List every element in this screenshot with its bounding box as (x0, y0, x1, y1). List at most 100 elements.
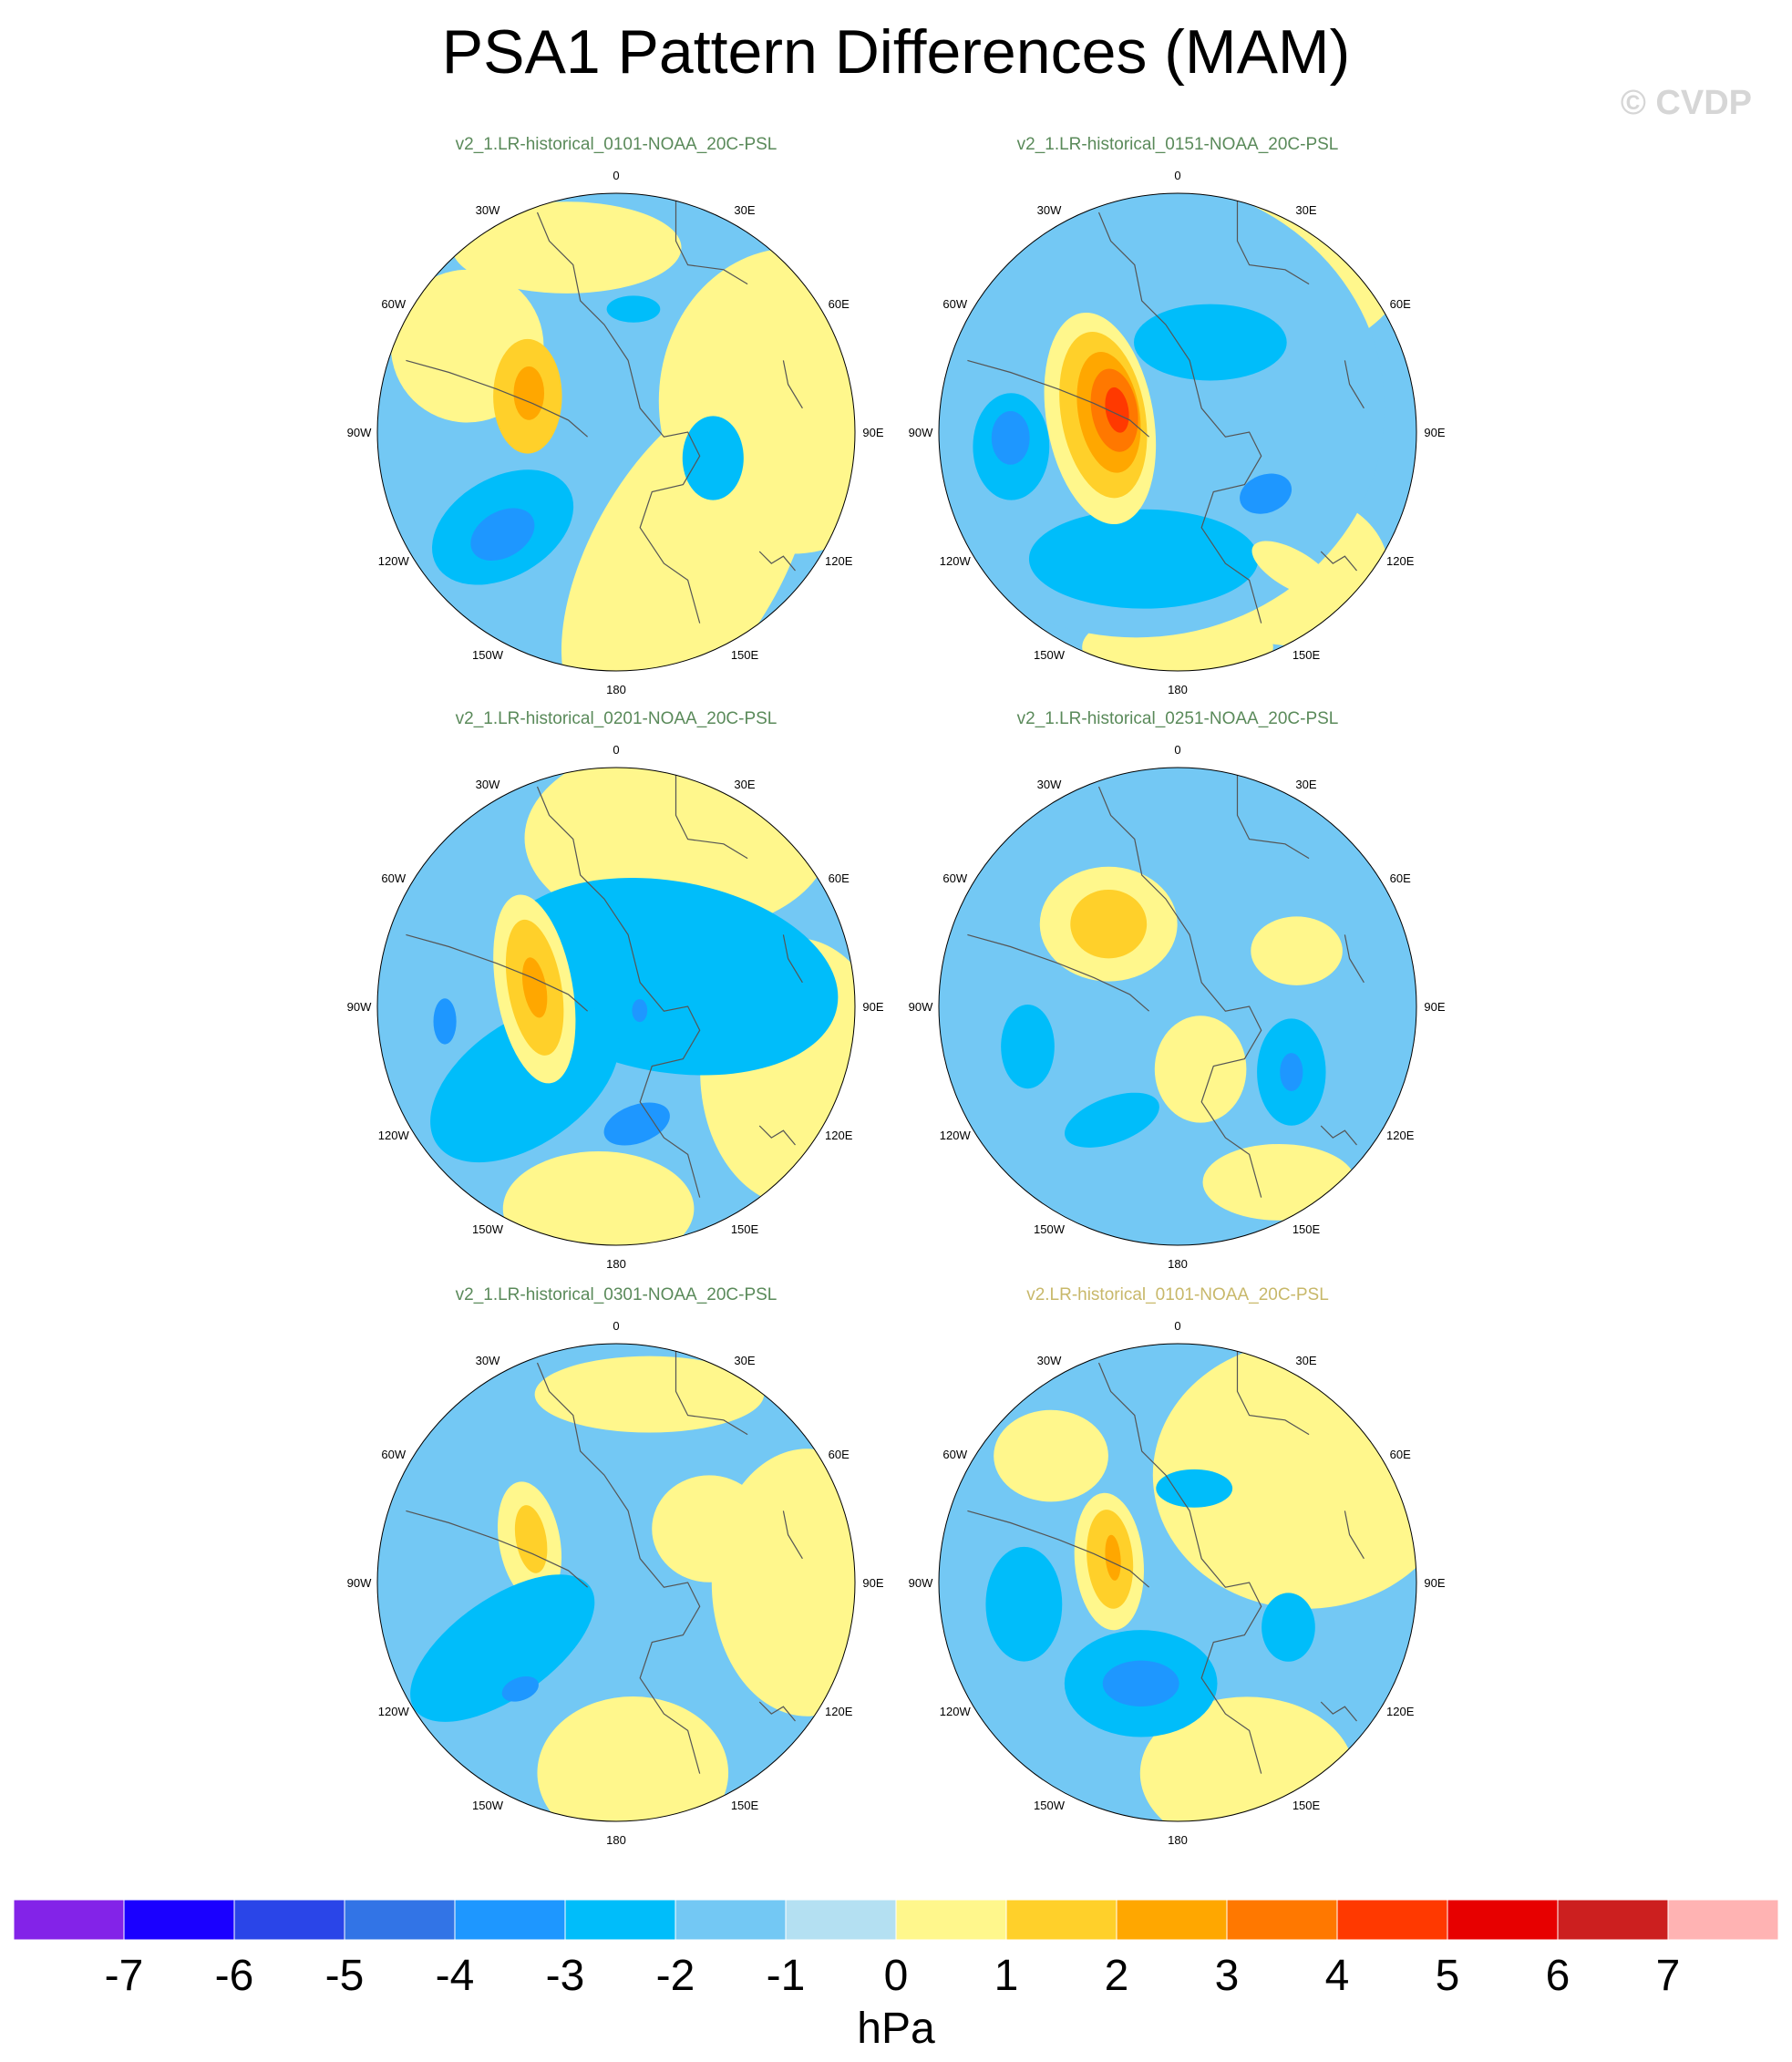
colorbar-swatch (895, 1900, 1007, 1940)
coastline (967, 359, 1149, 438)
longitude-label: 60W (942, 1448, 967, 1461)
longitude-label: 60W (381, 871, 406, 885)
map-panel-v2-0101: v2.LR-historical_0101-NOAA_20C-PSL 0 30E 6… (895, 1285, 1460, 1851)
coastline (967, 1510, 1149, 1588)
colorbar-swatch (1005, 1900, 1117, 1940)
longitude-label: 180 (606, 1257, 626, 1271)
negative-anomaly (991, 411, 1030, 465)
figure-title: PSA1 Pattern Differences (MAM) (441, 17, 1351, 87)
negative-anomaly (1280, 1053, 1303, 1092)
longitude-label: 30W (1037, 203, 1062, 217)
longitude-label: 30W (1037, 1354, 1062, 1367)
longitude-label: 120E (1386, 554, 1415, 568)
longitude-label: 120E (825, 554, 853, 568)
longitude-label: 30E (734, 778, 755, 791)
longitude-label: 0 (613, 743, 619, 757)
polar-map: 0 30E 60E 90E 120E 150E 180 150W 120W 90W 60W 30W (909, 169, 1446, 696)
longitude-label: 150E (731, 1799, 759, 1812)
positive-region (561, 384, 815, 671)
coastline (536, 1362, 701, 1774)
map-boundary (938, 767, 1417, 1246)
map-boundary (376, 192, 856, 672)
longitude-label: 60W (381, 1448, 406, 1461)
longitude-label: 150E (1293, 648, 1321, 662)
negative-anomaly (1028, 509, 1259, 609)
colorbar-tick-label: 1 (994, 1952, 1019, 2000)
colorbar-swatch (1667, 1900, 1778, 1940)
coastline (1320, 551, 1357, 572)
coastline (406, 933, 588, 1012)
longitude-label: 150W (1034, 1799, 1066, 1812)
field-layer (377, 768, 855, 1245)
longitude-label: 180 (1168, 683, 1188, 696)
colorbar-tick-label: -6 (214, 1952, 254, 2000)
longitude-label: 120W (940, 1129, 972, 1142)
coastline (758, 1701, 796, 1722)
positive-anomaly (652, 1475, 767, 1583)
map-panel-0251: v2_1.LR-historical_0251-NOAA_20C-PSL 0 30… (895, 709, 1460, 1274)
coastline (782, 1510, 803, 1560)
longitude-label: 60E (1390, 1448, 1411, 1461)
coastline (1236, 774, 1310, 860)
longitude-label: 180 (606, 1833, 626, 1847)
coastline (1344, 1510, 1365, 1560)
coastline (536, 211, 701, 624)
polar-map: 0 30E 60E 90E 120E 150E 180 150W 120W 90W 60W 30W (909, 1319, 1446, 1847)
positive-region (994, 1409, 1108, 1502)
negative-anomaly (1240, 473, 1293, 514)
coastline (675, 200, 748, 285)
negative-anomaly (501, 1676, 539, 1702)
negative-anomaly (1134, 304, 1287, 381)
longitude-label: 60E (829, 297, 850, 311)
field-layer (939, 193, 1416, 671)
field-layer (377, 1344, 855, 1821)
longitude-label: 30E (734, 203, 755, 217)
longitude-label: 30E (1295, 778, 1316, 791)
colorbar-tick-label: 3 (1214, 1952, 1240, 2000)
negative-anomaly (1065, 1092, 1159, 1148)
longitude-label: 150W (1034, 1222, 1066, 1236)
colorbar-tick-label: 7 (1655, 1952, 1681, 2000)
negative-anomaly (470, 508, 535, 562)
negative-anomaly (682, 416, 744, 500)
longitude-label: 90W (909, 1576, 933, 1590)
negative-anomaly (433, 998, 457, 1045)
coastline (675, 774, 748, 860)
coastline (1097, 786, 1262, 1198)
longitude-label: 90E (862, 426, 883, 439)
coastline (1236, 1350, 1310, 1436)
longitude-label: 150W (472, 648, 504, 662)
longitude-label: 30W (476, 1354, 500, 1367)
longitude-label: 0 (1174, 743, 1180, 757)
coastline (406, 1510, 588, 1588)
colorbar-units: hPa (857, 2005, 935, 2053)
longitude-label: 60W (381, 297, 406, 311)
colorbar-tick-label: -4 (435, 1952, 475, 2000)
colorbar-swatch (1226, 1900, 1338, 1940)
longitude-label: 150W (472, 1799, 504, 1812)
colorbar (14, 1900, 1778, 1940)
colorbar-tick-label: 2 (1104, 1952, 1129, 2000)
positive-region (451, 201, 682, 294)
colorbar-tick-label: -5 (324, 1952, 365, 2000)
longitude-label: 120E (1386, 1129, 1415, 1142)
positive-anomaly (1251, 916, 1343, 985)
longitude-label: 0 (613, 1319, 619, 1333)
longitude-label: 60E (829, 1448, 850, 1461)
longitude-label: 90W (909, 1000, 933, 1014)
map-boundary (938, 1343, 1417, 1822)
positive-region (1202, 1143, 1356, 1221)
colorbar-tick-label: -3 (545, 1952, 585, 2000)
longitude-label: 90W (347, 1576, 372, 1590)
coastline (1320, 1125, 1357, 1146)
colorbar-labels: -7 -6 -5 -4 -3 -2 -1 0 1 2 3 4 5 6 7 (0, 1951, 1792, 2005)
longitude-label: 60W (942, 297, 967, 311)
positive-anomaly (514, 1505, 548, 1573)
colorbar-swatch (564, 1900, 676, 1940)
colorbar-tick-label: -1 (766, 1952, 806, 2000)
panel-title: v2_1.LR-historical_0251-NOAA_20C-PSL (1016, 709, 1339, 728)
negative-anomaly (410, 1574, 595, 1722)
negative-anomaly (603, 1102, 670, 1146)
positive-region (502, 1150, 695, 1245)
colorbar-swatch (123, 1900, 235, 1940)
